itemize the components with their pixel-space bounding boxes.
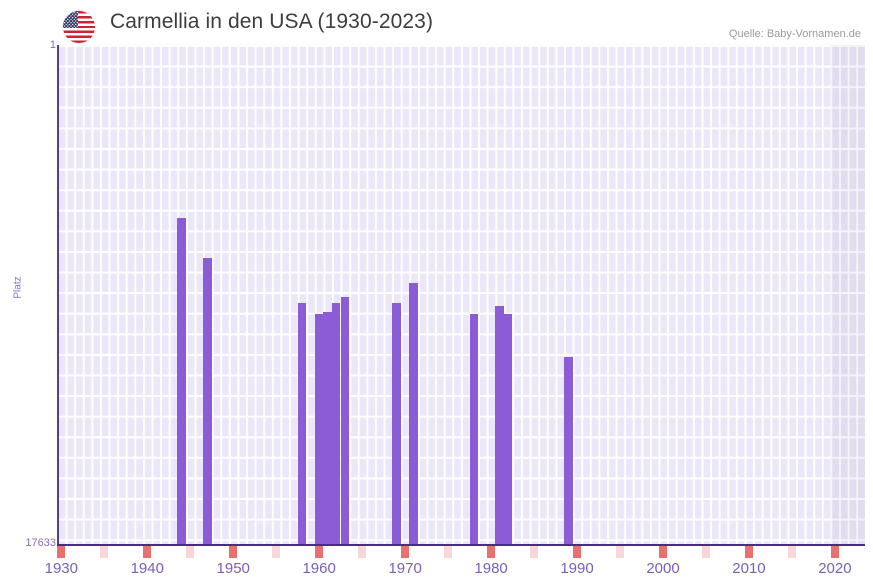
x-tick-2005 <box>701 546 711 558</box>
bar-1962[interactable] <box>332 303 341 545</box>
bar-1978[interactable] <box>469 314 478 545</box>
bar-1969[interactable] <box>392 303 401 545</box>
x-tick-1980 <box>486 546 496 558</box>
x-axis-label-2000: 2000 <box>646 560 680 577</box>
chart-header: Carmellia in den USA (1930-2023) Quelle:… <box>0 0 873 44</box>
x-tick-2010 <box>744 546 754 558</box>
x-axis-label-2020: 2020 <box>818 560 852 577</box>
x-tick-1955 <box>271 546 281 558</box>
y-axis-title: Platz <box>12 276 24 299</box>
x-axis-label-1990: 1990 <box>560 560 594 577</box>
plot-area <box>57 45 865 545</box>
x-tick-1940 <box>142 546 152 558</box>
x-axis-label-1970: 1970 <box>388 560 422 577</box>
x-tick-1975 <box>443 546 453 558</box>
x-axis-label-1960: 1960 <box>302 560 336 577</box>
y-axis-line <box>57 45 59 545</box>
x-tick-2015 <box>787 546 797 558</box>
x-tick-2020 <box>830 546 840 558</box>
x-tick-1930 <box>57 546 66 558</box>
x-axis-labels: 1930 1940 1950 1960 1970 1980 1990 2000 2010 2020 <box>45 560 865 584</box>
bar-1989[interactable] <box>564 356 573 545</box>
bar-1944[interactable] <box>177 217 186 545</box>
x-tick-1995 <box>615 546 625 558</box>
y-axis-tick-bottom: 17633 <box>25 537 56 549</box>
x-tick-1985 <box>529 546 539 558</box>
page-title: Carmellia in den USA (1930-2023) <box>110 10 434 33</box>
bar-1960[interactable] <box>314 314 324 545</box>
us-flag-icon <box>63 11 95 43</box>
x-tick-1990 <box>572 546 582 558</box>
bar-1971[interactable] <box>409 283 418 545</box>
y-axis-tick-top: 1 <box>49 39 56 51</box>
x-tick-1950 <box>228 546 238 558</box>
bars-layer <box>57 45 865 545</box>
x-axis-label-1980: 1980 <box>474 560 508 577</box>
flag-canton <box>63 11 78 29</box>
bar-1947[interactable] <box>203 257 212 545</box>
x-tick-1945 <box>185 546 195 558</box>
x-axis-ticks <box>57 546 865 560</box>
bar-1963[interactable] <box>340 297 350 545</box>
x-axis-label-1950: 1950 <box>216 560 250 577</box>
bar-1982[interactable] <box>503 314 513 545</box>
x-tick-2000 <box>658 546 668 558</box>
x-axis-label-2010: 2010 <box>732 560 766 577</box>
x-tick-1960 <box>314 546 324 558</box>
x-tick-1935 <box>99 546 109 558</box>
grid-background <box>57 45 865 545</box>
bar-1961[interactable] <box>323 311 332 545</box>
x-axis-label-1940: 1940 <box>130 560 164 577</box>
source-attribution: Quelle: Baby-Vornamen.de <box>728 28 861 40</box>
x-tick-1970 <box>400 546 410 558</box>
x-tick-1965 <box>357 546 367 558</box>
bar-1958[interactable] <box>297 303 307 545</box>
bar-1981[interactable] <box>495 305 504 545</box>
flag-stars <box>63 11 78 29</box>
x-axis-label-1930: 1930 <box>44 560 78 577</box>
x-axis-line <box>57 544 865 546</box>
